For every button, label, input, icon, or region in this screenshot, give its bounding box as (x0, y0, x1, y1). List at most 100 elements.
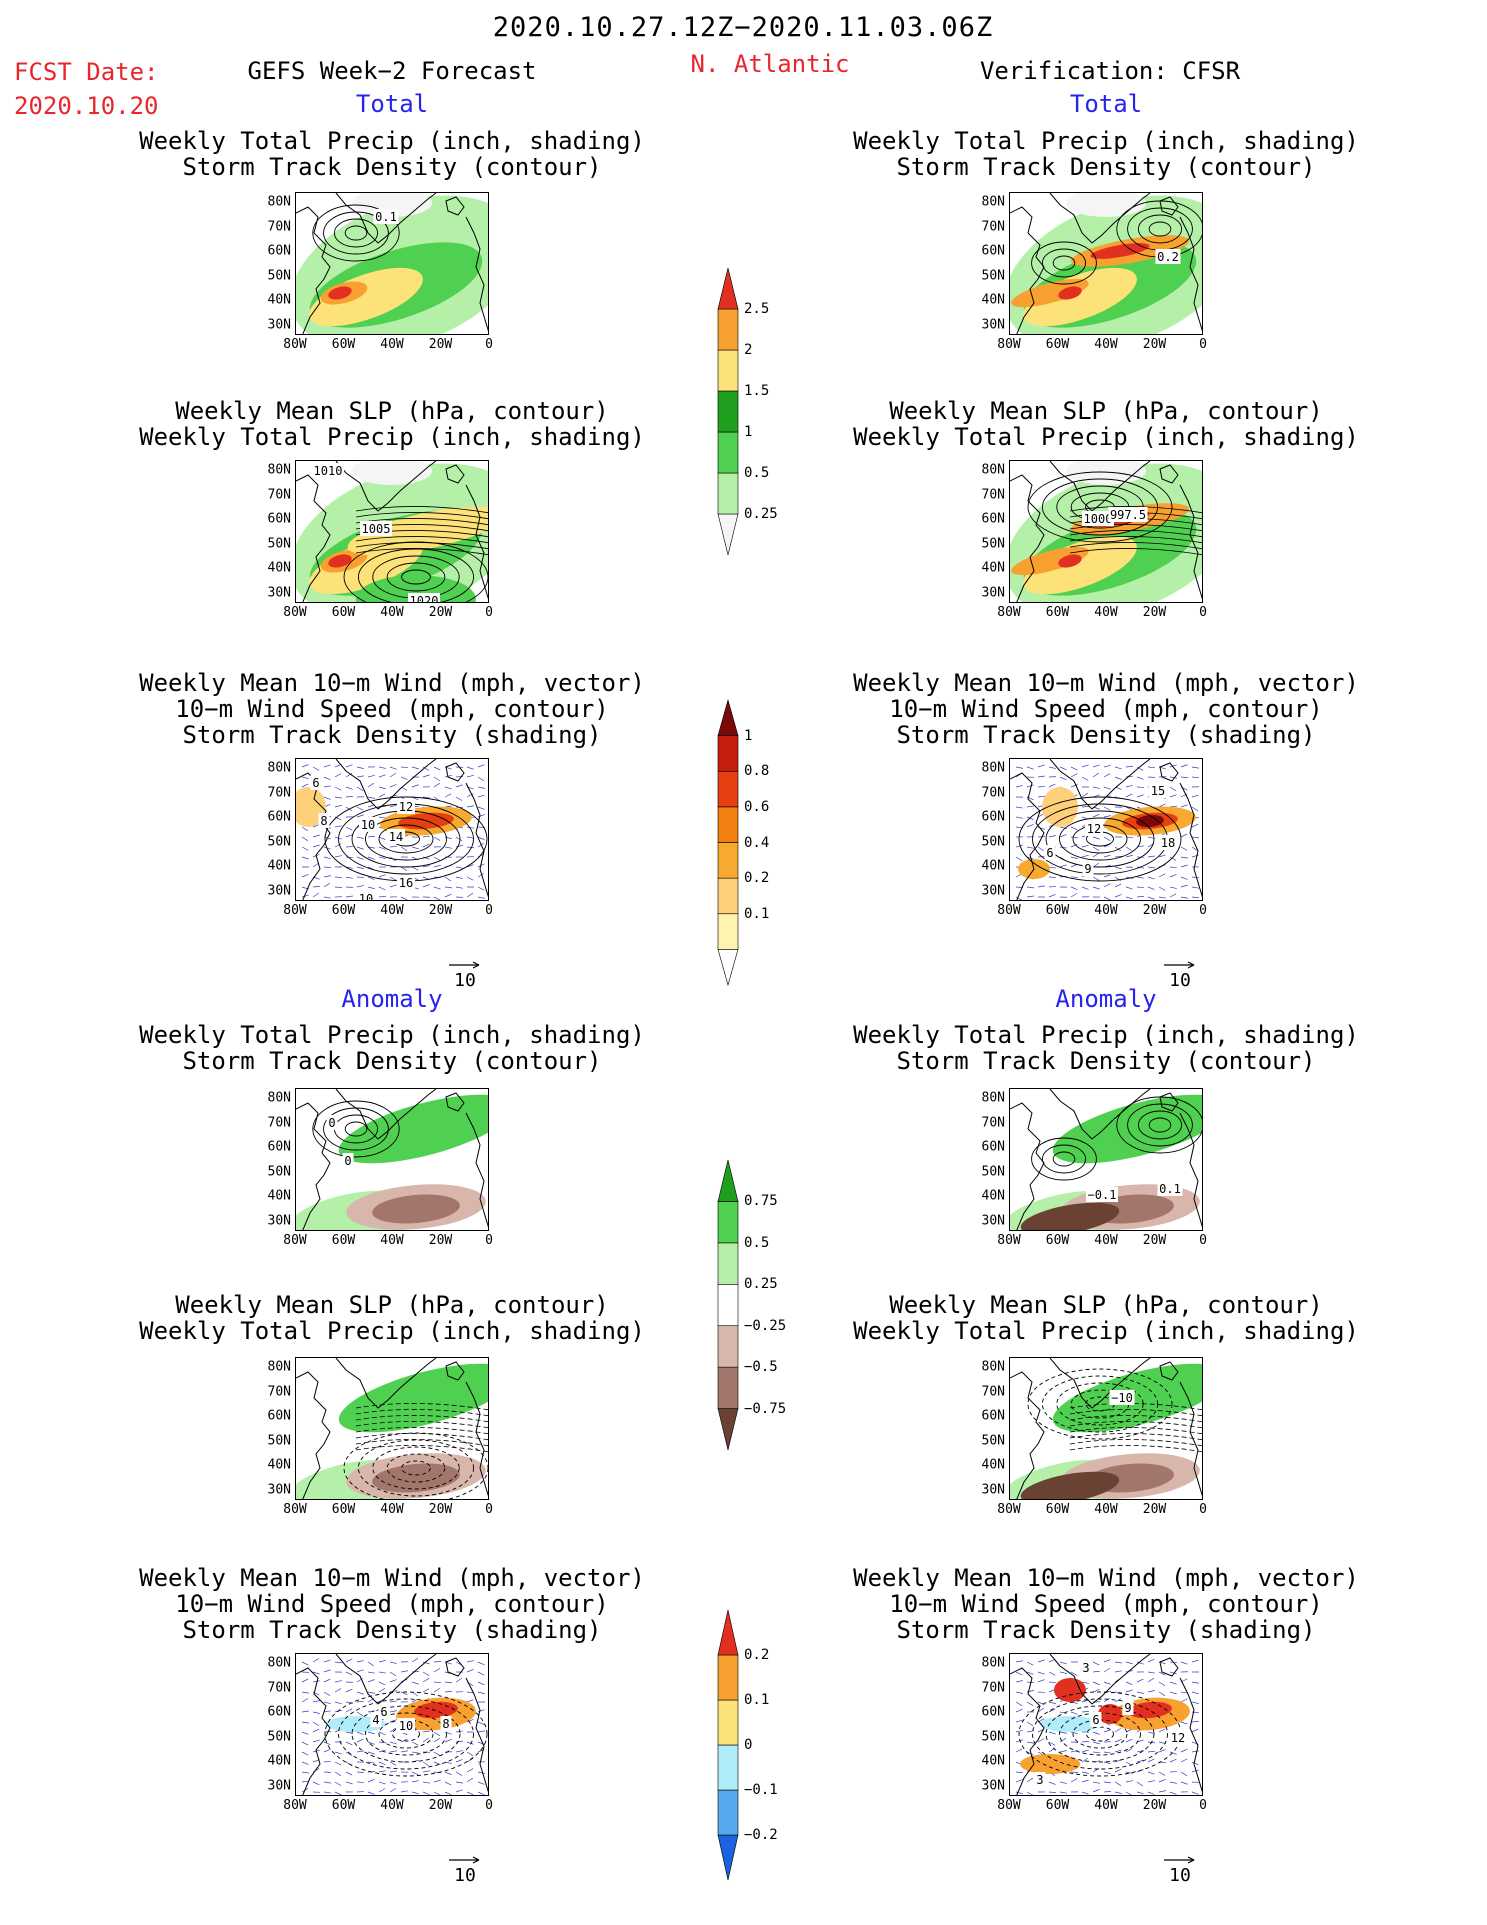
colorbar-swatch (717, 390, 739, 433)
panel-title-line: Weekly Mean 10−m Wind (mph, vector) (853, 669, 1359, 697)
contour-label: 9 (1124, 1701, 1131, 1715)
contour-label: 12 (1087, 822, 1101, 836)
contour-label: 4 (372, 1713, 379, 1727)
panel-title-fc-anom-slp: Weekly Mean SLP (hPa, contour) Weekly Tot… (139, 1292, 645, 1344)
colorbar-track_total (717, 698, 739, 987)
lon-tick-label: 40W (1094, 1798, 1118, 1813)
panel-title-line: 10−m Wind Speed (mph, contour) (889, 1590, 1323, 1618)
coastline (1010, 461, 1202, 602)
right-column-title: Verification: CFSR (979, 57, 1241, 85)
colorbar-cap-top (717, 1159, 739, 1202)
colorbar-tick-label: 2.5 (744, 301, 770, 317)
lat-tick-label: 30N (981, 1778, 1005, 1793)
panel-title-line: Storm Track Density (shading) (896, 721, 1316, 749)
lat-tick-label: 70N (267, 487, 291, 502)
contour-label: 6 (380, 1705, 387, 1719)
colorbar-tick-label: −0.5 (744, 1359, 778, 1376)
panel-title-line: Weekly Total Precip (inch, shading) (139, 423, 645, 451)
colorbar-cap-bottom (717, 1408, 739, 1451)
contour-label: 12 (399, 800, 413, 814)
contour-label: 8 (442, 1717, 449, 1731)
lat-tick-label: 40N (981, 1188, 1005, 1204)
lon-tick-label: 80W (997, 605, 1021, 620)
lon-tick-label: 0 (485, 1233, 493, 1248)
colorbar-cap-top (717, 698, 739, 736)
colorbar-swatch (717, 1325, 739, 1368)
colorbar-tick-label: 0.2 (744, 1647, 770, 1663)
panel-title-line: Weekly Mean SLP (hPa, contour) (175, 1291, 609, 1319)
lon-tick-label: 40W (1094, 337, 1118, 352)
colorbar-precip_anom (717, 1159, 739, 1451)
lon-tick-label: 60W (1045, 337, 1070, 352)
lat-tick-label: 60N (981, 243, 1005, 259)
colorbar-precip_total (717, 267, 739, 556)
lat-tick-label: 30N (267, 1482, 291, 1497)
colorbar-tick-label: 0.75 (744, 1193, 778, 1210)
colorbar-tick-label: 1 (744, 424, 753, 440)
panel-title-line: Weekly Mean 10−m Wind (mph, vector) (853, 1564, 1359, 1592)
colorbar-tick-label: 0 (744, 1737, 753, 1753)
contour-label: 3 (1082, 1661, 1089, 1675)
panel-title-line: Weekly Total Precip (inch, shading) (139, 1317, 645, 1345)
lat-tick-label: 30N (981, 1213, 1005, 1228)
colorbar-tick-label: 0.25 (744, 1276, 778, 1293)
lat-tick-label: 40N (981, 1753, 1005, 1769)
vector-reference-value: 10 (454, 970, 476, 991)
lat-tick-label: 70N (981, 1384, 1005, 1399)
contour-label: 0.2 (1157, 250, 1179, 264)
colorbar-tick-label: −0.2 (744, 1827, 778, 1843)
lat-tick-label: 60N (981, 1139, 1005, 1155)
colorbar-tick-label: 2 (744, 342, 753, 358)
lon-tick-label: 40W (1094, 605, 1118, 620)
panel-title-line: Weekly Mean 10−m Wind (mph, vector) (139, 669, 645, 697)
lon-tick-label: 20W (428, 337, 453, 352)
lat-tick-label: 30N (267, 585, 291, 600)
coastline (296, 1089, 488, 1230)
lat-tick-label: 30N (267, 1213, 291, 1228)
colorbar-swatch (717, 1201, 739, 1244)
lon-tick-label: 80W (997, 1233, 1021, 1248)
coastline (296, 1654, 488, 1795)
date-range-title: 2020.10.27.12Z−2020.11.03.06Z (492, 12, 994, 43)
lon-tick-label: 0 (1199, 337, 1207, 352)
map-fc-anom-slp (295, 1357, 489, 1500)
colorbar-cap-bottom (717, 1834, 739, 1881)
panel-title-line: Storm Track Density (shading) (182, 1616, 602, 1644)
contour-label: 3 (1036, 1773, 1043, 1787)
vector-reference: 10 (445, 960, 485, 991)
lat-tick-label: 60N (981, 1704, 1005, 1720)
lat-tick-label: 80N (267, 1359, 291, 1375)
lat-tick-label: 80N (267, 194, 291, 210)
colorbar-tick-label: −0.1 (744, 1782, 778, 1798)
lon-tick-label: 0 (485, 903, 493, 918)
lon-tick-label: 60W (331, 903, 356, 918)
panel-title-line: Weekly Total Precip (inch, shading) (853, 1317, 1359, 1345)
lat-tick-label: 60N (981, 809, 1005, 825)
contour-label: 6 (1092, 1713, 1099, 1727)
lat-tick-label: 30N (267, 317, 291, 332)
panel-title-line: 10−m Wind Speed (mph, contour) (175, 1590, 609, 1618)
lat-tick-label: 30N (981, 317, 1005, 332)
lon-tick-label: 80W (283, 903, 307, 918)
lat-tick-label: 80N (267, 1655, 291, 1671)
lat-tick-label: 30N (267, 1778, 291, 1793)
contour-label: 9 (1084, 862, 1091, 876)
lon-tick-label: 20W (1142, 903, 1167, 918)
lon-tick-label: 20W (428, 605, 453, 620)
map-ver-total-precip: 0.2 (1009, 192, 1203, 335)
vector-reference: 10 (1160, 960, 1200, 991)
lat-tick-label: 40N (981, 292, 1005, 308)
lon-tick-label: 80W (997, 337, 1021, 352)
lon-tick-label: 20W (1142, 337, 1167, 352)
colorbar-tick-label: 0.6 (744, 798, 770, 815)
colorbar-swatch (717, 1242, 739, 1285)
panel-title-line: Weekly Total Precip (inch, shading) (139, 1021, 645, 1049)
colorbar-swatch (717, 1789, 739, 1836)
lat-tick-label: 50N (981, 1164, 1005, 1179)
lat-tick-label: 80N (981, 194, 1005, 210)
lon-tick-label: 80W (997, 1798, 1021, 1813)
coastline (296, 193, 488, 334)
lat-tick-label: 60N (267, 1139, 291, 1155)
map-ver-anom-slp: −10 (1009, 1357, 1203, 1500)
